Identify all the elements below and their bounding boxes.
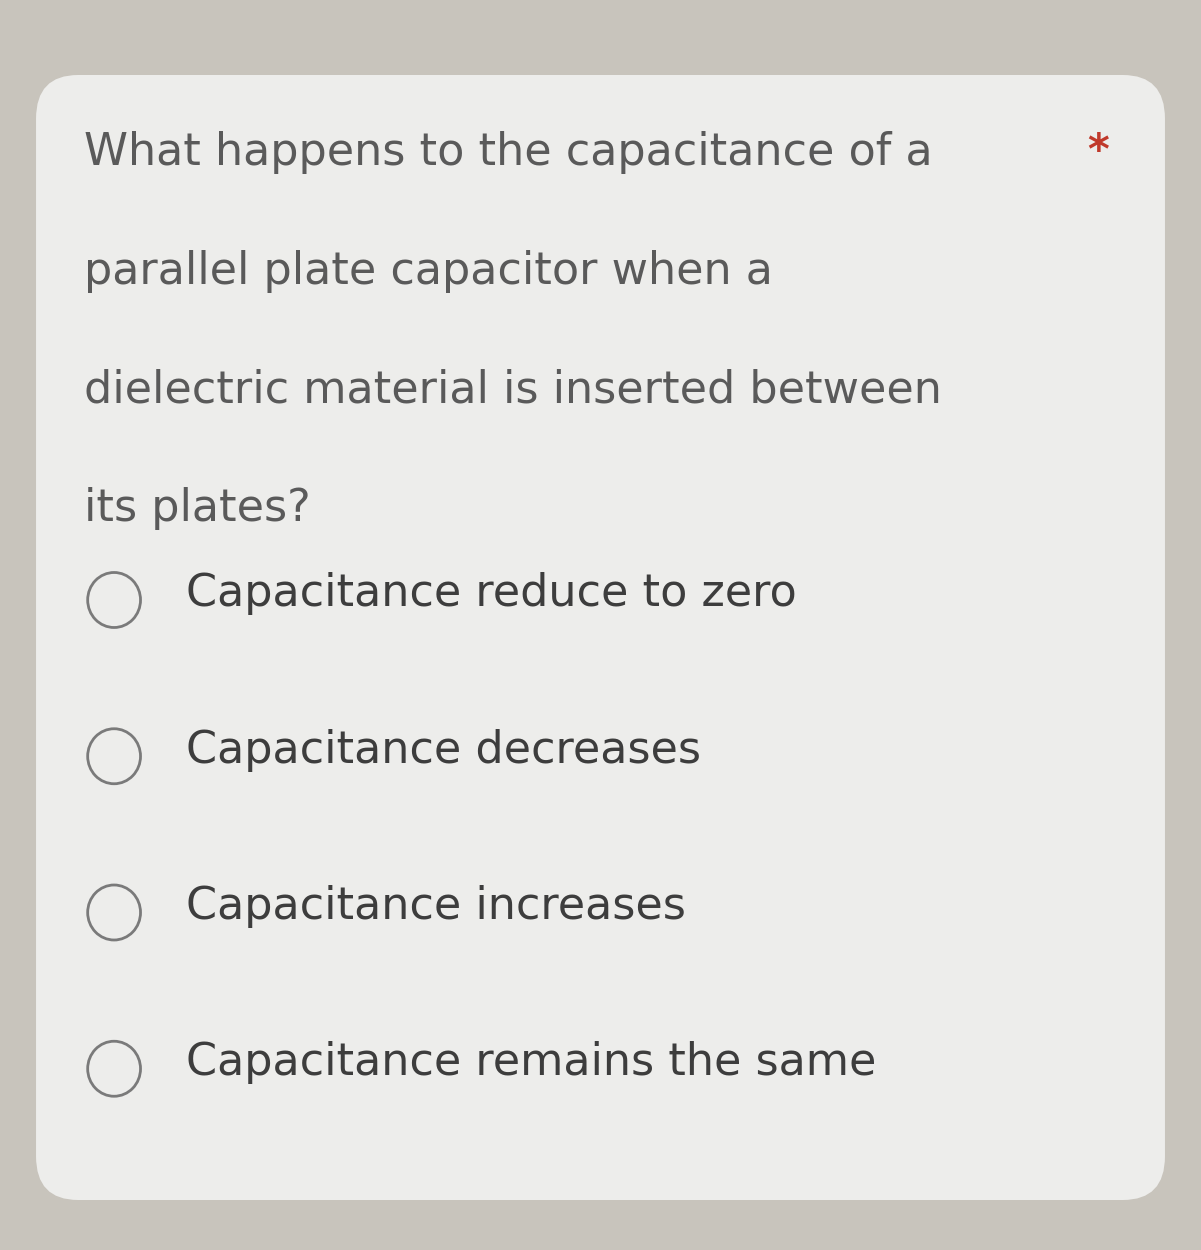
Text: dielectric material is inserted between: dielectric material is inserted between [84, 369, 942, 411]
Text: What happens to the capacitance of a: What happens to the capacitance of a [84, 131, 933, 174]
Text: Capacitance reduce to zero: Capacitance reduce to zero [186, 572, 797, 615]
Text: parallel plate capacitor when a: parallel plate capacitor when a [84, 250, 773, 292]
FancyBboxPatch shape [36, 75, 1165, 1200]
Text: *: * [1087, 131, 1109, 174]
Text: Capacitance increases: Capacitance increases [186, 885, 686, 928]
Text: Capacitance remains the same: Capacitance remains the same [186, 1041, 877, 1084]
Text: its plates?: its plates? [84, 488, 311, 530]
Text: Capacitance decreases: Capacitance decreases [186, 729, 701, 771]
